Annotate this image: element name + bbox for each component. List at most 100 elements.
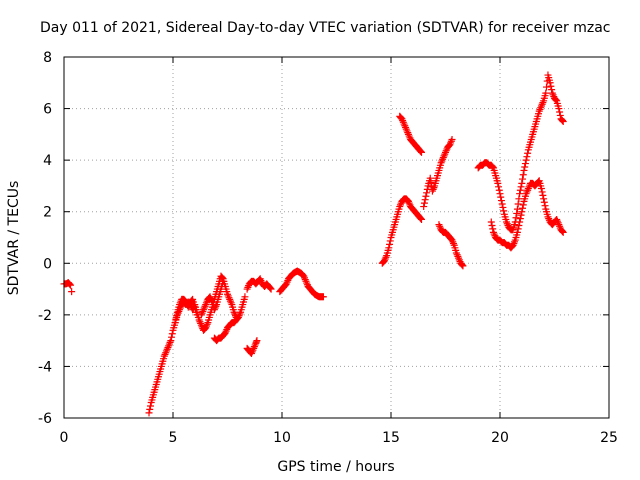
data-point	[503, 220, 511, 228]
data-point	[496, 190, 504, 198]
data-point	[535, 107, 543, 115]
data-point	[516, 218, 524, 226]
data-point	[516, 186, 524, 194]
data-point	[503, 218, 511, 226]
data-point	[165, 340, 173, 348]
data-point	[539, 99, 547, 107]
data-point	[489, 225, 497, 233]
data-point	[207, 295, 215, 303]
data-point	[558, 227, 566, 235]
data-point	[455, 256, 463, 264]
data-point	[441, 150, 449, 158]
data-point	[497, 193, 505, 201]
y-tick-label: 0	[43, 256, 52, 272]
data-point	[198, 309, 206, 317]
data-point	[253, 337, 261, 345]
data-point	[439, 155, 447, 163]
data-point	[487, 218, 495, 226]
data-point	[176, 301, 184, 309]
data-point	[405, 132, 413, 140]
data-point	[172, 315, 180, 323]
data-point	[247, 350, 255, 358]
data-point	[211, 304, 219, 312]
data-point	[199, 307, 207, 315]
y-tick-label: 6	[43, 102, 52, 118]
data-point	[515, 221, 523, 229]
data-point	[235, 312, 243, 320]
data-point	[517, 211, 525, 219]
data-point	[381, 255, 389, 263]
data-point	[551, 95, 559, 103]
data-point	[206, 293, 214, 301]
data-point	[453, 251, 461, 259]
data-point	[500, 207, 508, 215]
data-point	[402, 123, 410, 131]
data-point	[517, 183, 525, 191]
data-point	[319, 293, 327, 301]
data-point	[195, 316, 203, 324]
data-point	[422, 192, 430, 200]
data-point	[442, 148, 449, 156]
data-point	[222, 327, 230, 335]
data-point	[449, 238, 457, 246]
data-point	[417, 215, 425, 223]
data-point	[537, 102, 545, 110]
data-point	[420, 203, 428, 211]
data-point	[498, 200, 506, 208]
data-point	[556, 222, 564, 230]
data-point	[439, 154, 447, 162]
data-point	[301, 274, 309, 282]
data-point	[404, 129, 412, 137]
y-axis-ticks: -6 -4 -2 0 2 4 6 8	[38, 50, 609, 427]
data-point	[435, 221, 443, 229]
y-axis-label: SDTVAR / TECUs	[6, 181, 22, 296]
data-point	[523, 153, 531, 161]
data-point	[65, 279, 73, 287]
data-point	[421, 196, 429, 204]
data-point	[559, 117, 567, 125]
data-point	[520, 166, 528, 174]
data-point	[490, 230, 498, 238]
data-point	[427, 178, 435, 186]
data-point	[514, 225, 522, 233]
data-point	[429, 185, 437, 193]
data-point	[454, 252, 462, 260]
data-point	[416, 214, 424, 222]
data-point	[164, 344, 172, 352]
data-point	[168, 330, 176, 338]
data-point	[202, 301, 210, 309]
data-point	[538, 188, 546, 196]
data-point	[197, 311, 205, 319]
grid-lines	[64, 57, 609, 418]
data-point	[300, 272, 308, 280]
data-point	[537, 185, 545, 193]
data-point	[448, 136, 456, 144]
y-tick-label: 4	[43, 153, 52, 169]
data-point	[555, 221, 563, 229]
data-point	[173, 312, 181, 320]
data-point	[146, 405, 154, 413]
data-point	[499, 203, 507, 211]
data-point	[509, 241, 517, 249]
data-point	[416, 147, 424, 155]
data-point	[544, 213, 552, 221]
data-point	[556, 108, 564, 116]
data-point	[200, 304, 208, 312]
data-point	[66, 280, 74, 288]
data-point	[430, 184, 438, 192]
data-point	[218, 273, 226, 281]
data-point	[166, 338, 174, 346]
data-point	[302, 277, 310, 285]
data-point	[535, 178, 543, 186]
x-tick-label: 25	[600, 430, 618, 446]
y-tick-label: 8	[43, 50, 52, 66]
data-point	[219, 277, 227, 285]
chart-title: Day 011 of 2021, Sidereal Day-to-day VTE…	[40, 20, 610, 36]
data-point	[202, 299, 210, 307]
data-point	[446, 141, 454, 149]
data-point	[282, 280, 290, 288]
data-point	[248, 348, 256, 356]
data-point	[185, 301, 193, 309]
data-point	[251, 341, 259, 349]
data-point	[212, 302, 220, 310]
